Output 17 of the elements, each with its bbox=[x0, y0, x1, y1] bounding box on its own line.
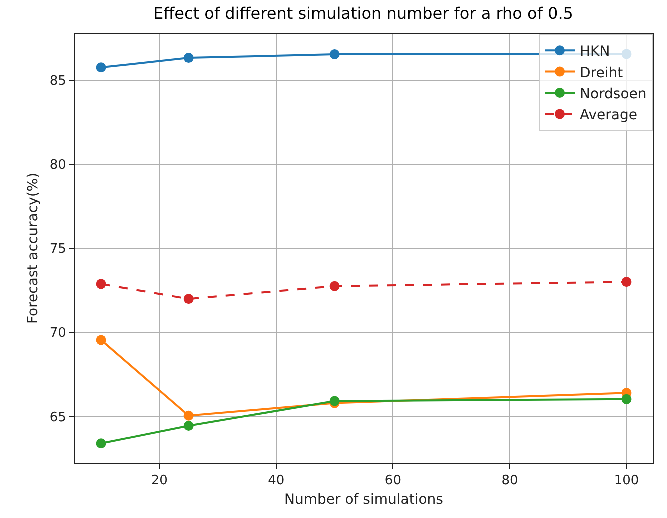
y-axis-title: Forecast accuracy(%) bbox=[25, 172, 42, 324]
x-tick-label: 40 bbox=[268, 474, 285, 489]
x-tick-label: 100 bbox=[614, 474, 640, 489]
x-axis-title: Number of simulations bbox=[284, 492, 444, 508]
legend-label: Nordsoen bbox=[580, 86, 647, 102]
y-tick-label: 80 bbox=[50, 158, 66, 173]
y-tick-label: 85 bbox=[50, 74, 66, 89]
x-tick-label: 20 bbox=[151, 474, 168, 489]
y-tick-label: 75 bbox=[50, 242, 66, 258]
y-tick-label: 70 bbox=[50, 326, 66, 342]
y-tick-label: 65 bbox=[50, 410, 66, 426]
chart-title: Effect of different simulation number for a rho of 0.5 bbox=[154, 4, 574, 23]
x-tick-label: 60 bbox=[384, 474, 402, 489]
legend-label: Average bbox=[580, 108, 638, 124]
x-tick-label: 80 bbox=[502, 474, 518, 489]
legend-label: Dreiht bbox=[580, 65, 624, 82]
legend-label: HKN bbox=[580, 44, 610, 60]
